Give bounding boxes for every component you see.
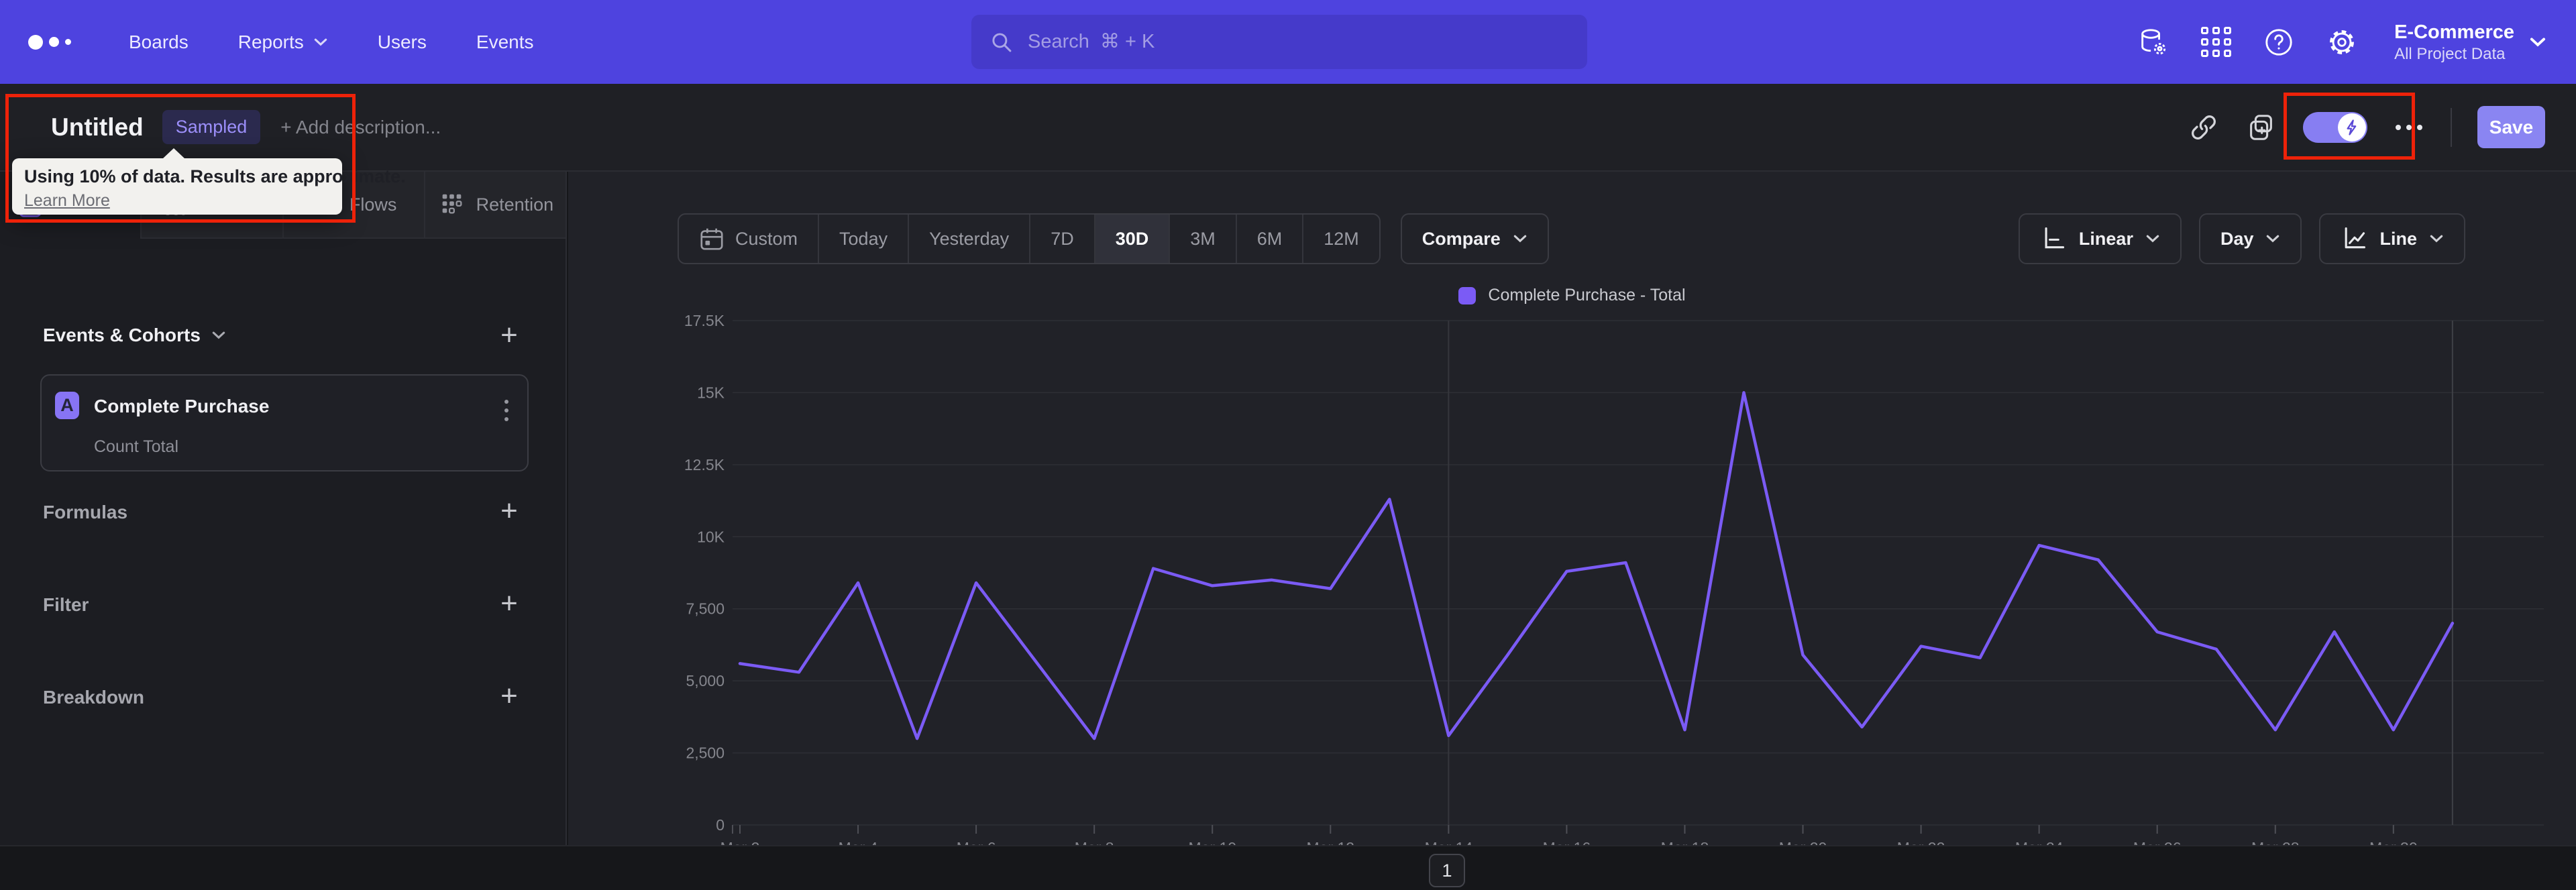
help-icon[interactable]	[2263, 26, 2295, 58]
nav-item-events[interactable]: Events	[476, 31, 534, 52]
tab-retention[interactable]: Retention	[423, 172, 566, 239]
event-card[interactable]: A Complete Purchase Count Total	[40, 374, 529, 471]
project-name: E-Commerce	[2394, 21, 2514, 44]
event-name: Complete Purchase	[94, 396, 270, 416]
events-cohorts-header[interactable]: Events & Cohorts	[43, 325, 226, 346]
add-description[interactable]: + Add description...	[280, 116, 441, 137]
more-ellipsis-icon[interactable]	[2393, 124, 2425, 130]
nav-menu: Boards Reports Users Events	[129, 32, 534, 53]
nav-item-reports[interactable]: Reports	[238, 32, 328, 53]
range-today[interactable]: Today	[818, 215, 908, 263]
save-button[interactable]: Save	[2477, 106, 2545, 148]
learn-more-link[interactable]: Learn More	[24, 191, 110, 210]
calendar-icon	[700, 228, 723, 250]
scale-label: Linear	[2078, 228, 2133, 249]
y-tick-label: 12.5K	[684, 456, 725, 474]
nav-right: E-Commerce All Project Data	[2137, 0, 2546, 84]
global-search[interactable]	[971, 15, 1587, 69]
settings-gear-icon[interactable]	[2326, 26, 2358, 58]
toggle-knob	[2338, 113, 2366, 142]
range-custom[interactable]: Custom	[679, 215, 818, 263]
data-management-icon[interactable]	[2137, 26, 2169, 58]
chart-view-controls: Linear Day Line	[2018, 213, 2465, 264]
compare-button[interactable]: Compare	[1400, 213, 1549, 264]
add-to-board-icon[interactable]	[2245, 111, 2277, 144]
sampling-toggle[interactable]	[2303, 111, 2367, 143]
divider	[2451, 107, 2452, 147]
chevron-down-icon	[2430, 235, 2443, 243]
event-measurement[interactable]: Count Total	[94, 437, 179, 456]
range-3m[interactable]: 3M	[1169, 215, 1236, 263]
nav-item-users[interactable]: Users	[377, 31, 427, 52]
title-bar-actions: Save	[2188, 106, 2545, 148]
pagination-page-1[interactable]: 1	[1429, 854, 1465, 887]
mixpanel-logo[interactable]	[28, 34, 71, 50]
retention-icon	[442, 194, 462, 214]
y-tick-label: 15K	[697, 384, 725, 401]
compare-label: Compare	[1421, 228, 1501, 249]
event-kebab-menu-icon[interactable]	[502, 397, 511, 424]
date-range-segmented: Custom Today Yesterday 7D 30D 3M 6M 12M	[678, 213, 1381, 264]
tooltip-text: Using 10% of data. Results are approxima…	[24, 166, 406, 186]
bottom-strip	[0, 845, 2576, 890]
chevron-down-icon	[2267, 235, 2279, 243]
y-tick-label: 10K	[697, 528, 725, 545]
chevron-down-icon	[212, 331, 225, 339]
search-input[interactable]	[1028, 31, 1570, 53]
linear-scale-icon	[2045, 227, 2065, 249]
chart-type-button[interactable]: Line	[2319, 213, 2465, 264]
chevron-down-icon	[314, 38, 327, 46]
add-event-button[interactable]: +	[500, 319, 518, 351]
add-filter-button[interactable]: +	[500, 587, 518, 620]
nav-item-boards[interactable]: Boards	[129, 31, 189, 52]
legend-swatch	[1458, 286, 1477, 304]
series-line[interactable]	[738, 391, 2455, 740]
granularity-button[interactable]: Day	[2198, 213, 2302, 264]
search-icon	[992, 32, 1012, 52]
apps-grid-icon[interactable]	[2200, 26, 2232, 58]
report-title[interactable]: Untitled	[51, 113, 144, 141]
range-yesterday[interactable]: Yesterday	[908, 215, 1029, 263]
chevron-down-icon	[2146, 235, 2159, 243]
y-tick-label: 5,000	[686, 672, 724, 689]
legend-label: Complete Purchase - Total	[1488, 286, 1686, 304]
section-filter: Filter	[43, 594, 89, 615]
sampling-tooltip: Using 10% of data. Results are approxima…	[12, 148, 406, 215]
granularity-label: Day	[2220, 228, 2254, 249]
range-30d[interactable]: 30D	[1093, 215, 1169, 263]
section-breakdown: Breakdown	[43, 687, 144, 708]
y-tick-label: 2,500	[686, 744, 724, 762]
chevron-down-icon	[2530, 38, 2546, 47]
add-breakdown-button[interactable]: +	[500, 679, 518, 712]
y-tick-label: 0	[716, 816, 724, 834]
lightning-icon	[2347, 119, 2357, 135]
y-tick-label: 7,500	[686, 600, 724, 618]
apps-grid-glyph	[2200, 27, 2231, 57]
y-tick-label: 17.5K	[684, 312, 725, 329]
section-formulas: Formulas	[43, 502, 128, 522]
range-7d[interactable]: 7D	[1029, 215, 1094, 263]
report-title-bar: Untitled Sampled + Add description...	[0, 84, 2576, 172]
project-selector[interactable]: E-Commerce All Project Data	[2394, 20, 2546, 63]
chart-type-label: Line	[2379, 228, 2417, 249]
add-formulas-button[interactable]: +	[500, 494, 518, 527]
event-letter-badge: A	[55, 392, 79, 419]
events-cohorts-label: Events & Cohorts	[43, 325, 201, 345]
query-sidebar: InsightsFunnelsFlowsRetention Events & C…	[0, 172, 567, 845]
scale-button[interactable]: Linear	[2018, 213, 2182, 264]
chart-legend[interactable]: Complete Purchase - Total	[568, 286, 2576, 305]
top-nav: Boards Reports Users Events	[0, 0, 2576, 84]
link-icon[interactable]	[2188, 111, 2220, 144]
sampled-badge[interactable]: Sampled	[162, 110, 261, 144]
chevron-down-icon	[1513, 235, 1527, 243]
line-chart-icon	[2345, 227, 2366, 249]
range-12m[interactable]: 12M	[1302, 215, 1379, 263]
project-scope: All Project Data	[2394, 44, 2506, 63]
date-range-controls: Custom Today Yesterday 7D 30D 3M 6M 12M Compare	[678, 213, 1549, 264]
range-6m[interactable]: 6M	[1235, 215, 1303, 263]
